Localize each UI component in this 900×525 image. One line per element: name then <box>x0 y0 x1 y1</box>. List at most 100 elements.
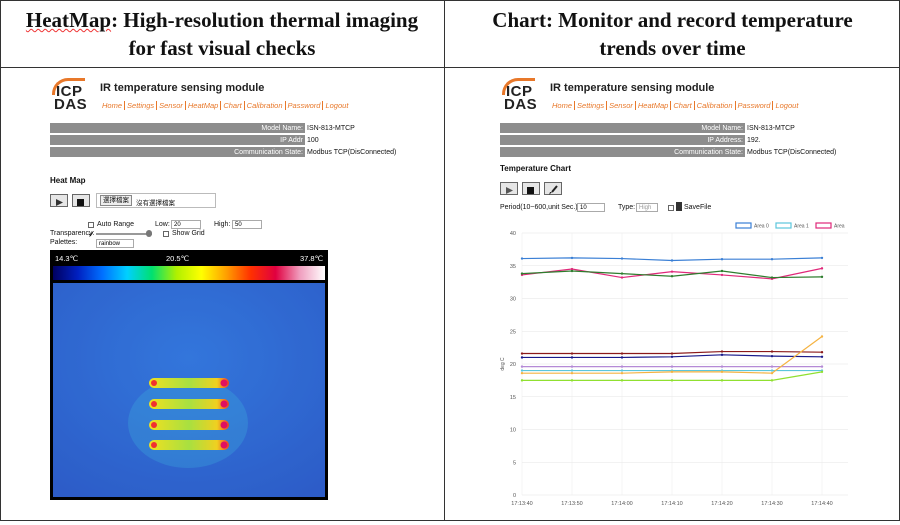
info-row: IP Address: 192. <box>500 135 800 146</box>
nav-link[interactable]: Password <box>734 101 773 110</box>
info-row: Communication State: Modbus TCP(DisConnec… <box>50 147 397 158</box>
nav-bar: Home Settings Sensor HeatMap Chart Calibratio… <box>100 101 351 110</box>
info-value: ISN-813-MTCP <box>307 125 355 132</box>
data-point <box>670 365 674 368</box>
nav-link[interactable]: Settings <box>574 101 607 110</box>
y-tick-label: 25 <box>510 329 516 335</box>
stop-glyph <box>527 187 534 194</box>
stop-button[interactable] <box>522 182 540 195</box>
play-button[interactable] <box>50 194 68 207</box>
slider-track[interactable] <box>96 233 152 235</box>
high-input[interactable]: 50 <box>232 220 262 229</box>
play-glyph <box>56 199 63 206</box>
nav-link[interactable]: Calibration <box>243 101 285 110</box>
play-icon <box>506 187 513 194</box>
nav-link[interactable]: Calibration <box>693 101 735 110</box>
data-point <box>770 369 774 372</box>
data-point <box>820 335 824 338</box>
legend-swatch <box>775 222 792 229</box>
section-title: Heat Map <box>50 176 86 185</box>
show-grid-label: Show Grid <box>172 230 205 237</box>
save-file-checkbox[interactable] <box>668 205 674 211</box>
data-point <box>670 259 674 262</box>
stop-button[interactable] <box>72 194 90 207</box>
data-point <box>570 379 574 382</box>
y-tick-label: 35 <box>510 264 516 270</box>
hot-point <box>220 421 228 429</box>
hot-strip <box>149 440 229 450</box>
data-point <box>820 351 824 354</box>
check-glyph <box>88 231 94 237</box>
data-point <box>620 371 624 375</box>
data-point <box>670 270 674 273</box>
palettes-label: Palettes: <box>50 239 78 246</box>
data-point <box>570 365 574 368</box>
logo-arc <box>502 78 535 95</box>
data-point <box>820 365 824 368</box>
slider-thumb[interactable] <box>146 230 152 237</box>
module-title: IR temperature sensing module <box>100 82 265 94</box>
data-point <box>620 365 624 368</box>
palette-select[interactable]: rainbow <box>96 239 134 248</box>
x-tick-label: 17:14:30 <box>761 501 782 507</box>
data-point <box>620 356 624 359</box>
hot-point <box>151 401 157 407</box>
data-point <box>670 379 674 382</box>
y-tick-label: 15 <box>510 395 516 401</box>
nav-link[interactable]: HeatMap <box>634 101 671 110</box>
data-point <box>770 354 774 358</box>
stop-icon <box>527 187 534 194</box>
low-input[interactable]: 20 <box>171 220 201 229</box>
brush-tip <box>549 192 552 195</box>
nav-link[interactable]: Sensor <box>606 101 635 110</box>
logo: ICP DAS <box>500 78 540 113</box>
info-value: Modbus TCP(DisConnected) <box>307 149 397 156</box>
logo-top: ICP <box>56 83 83 100</box>
brush-icon <box>549 185 558 195</box>
row-divider <box>0 67 900 68</box>
nav-link[interactable]: Chart <box>670 101 694 110</box>
module-title: IR temperature sensing module <box>550 82 715 94</box>
nav-link[interactable]: Chart <box>220 101 244 110</box>
y-tick-label: 0 <box>513 493 516 499</box>
nav-link[interactable]: Home <box>552 101 573 110</box>
transparency-label: Transparency: <box>50 230 95 237</box>
nav-link[interactable]: Logout <box>322 101 351 110</box>
stop-glyph <box>77 199 84 206</box>
hot-strip <box>149 399 229 409</box>
play-button[interactable] <box>500 182 518 195</box>
file-picker <box>96 193 216 208</box>
thermal-image <box>53 283 325 497</box>
nav-link[interactable]: Settings <box>124 101 157 110</box>
data-point <box>570 356 574 359</box>
file-button[interactable]: 選擇檔案 <box>100 195 132 206</box>
nav-link[interactable]: Password <box>284 101 323 110</box>
show-grid-checkbox[interactable] <box>163 231 169 237</box>
nav-link[interactable]: Logout <box>772 101 801 110</box>
data-point <box>520 257 524 260</box>
data-point <box>820 275 824 279</box>
y-tick-label: 5 <box>513 460 516 466</box>
data-point <box>570 369 574 372</box>
legend-label: Area 0 <box>754 224 769 230</box>
data-point <box>620 276 624 279</box>
brush-button[interactable] <box>544 182 562 195</box>
data-point <box>720 365 724 368</box>
nav-link[interactable]: Sensor <box>156 101 185 110</box>
period-input[interactable]: 10 <box>577 203 605 212</box>
type-select[interactable]: High <box>636 203 658 212</box>
brush-handle <box>551 185 558 193</box>
auto-range-checkbox[interactable] <box>88 222 94 237</box>
data-point <box>720 370 724 374</box>
auto-range-label: Auto Range <box>97 221 134 228</box>
type-label: Type: <box>618 204 636 211</box>
nav-link[interactable]: HeatMap <box>184 101 221 110</box>
y-tick-label: 20 <box>510 362 516 368</box>
data-point <box>620 369 624 372</box>
data-point <box>670 355 674 358</box>
hot-point <box>151 422 157 428</box>
color-scale-bar <box>53 266 325 280</box>
data-point <box>520 365 524 368</box>
info-label: Communication State: <box>50 147 305 157</box>
nav-link[interactable]: Home <box>102 101 123 110</box>
